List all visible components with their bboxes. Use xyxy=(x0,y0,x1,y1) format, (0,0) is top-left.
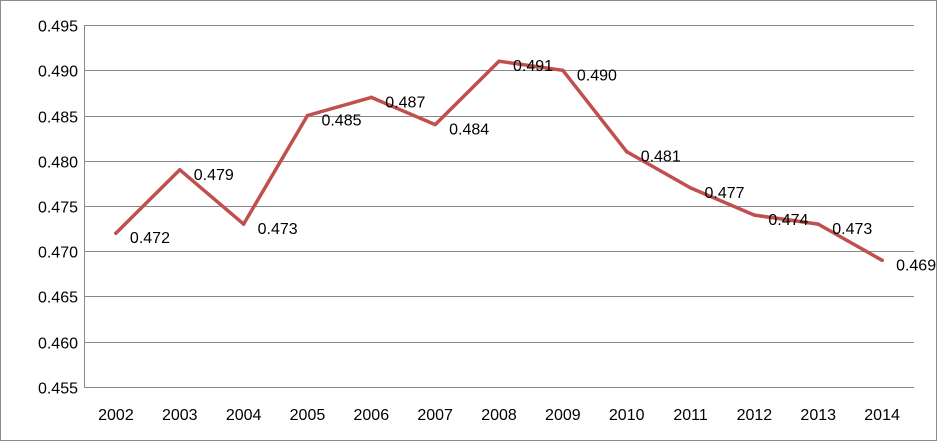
data-point xyxy=(433,122,437,127)
x-axis: 2002 2003 2004 2005 2006 2007 2008 2009 2010 2011… xyxy=(98,407,900,424)
y-tick-label: 0.460 xyxy=(38,336,78,353)
x-tick-label: 2014 xyxy=(864,407,900,424)
y-tick-label: 0.485 xyxy=(38,110,78,127)
data-point xyxy=(114,231,118,235)
data-point xyxy=(241,222,246,226)
x-tick-label: 2005 xyxy=(290,407,326,424)
y-tick-label: 0.470 xyxy=(38,245,78,262)
data-label: 0.485 xyxy=(321,113,361,130)
y-axis: 0.455 0.460 0.465 0.470 0.475 0.480 0.485 0.490… xyxy=(38,19,85,398)
data-point xyxy=(305,113,310,118)
data-point xyxy=(688,186,693,190)
data-label: 0.477 xyxy=(705,185,745,202)
data-label: 0.491 xyxy=(513,58,553,75)
y-tick-label: 0.455 xyxy=(38,381,78,398)
data-label: 0.469 xyxy=(896,257,936,274)
data-point xyxy=(497,59,501,63)
x-tick-label: 2006 xyxy=(354,407,390,424)
data-label: 0.479 xyxy=(194,167,234,184)
y-tick-label: 0.490 xyxy=(38,64,78,81)
data-point xyxy=(178,168,182,172)
y-tick-label: 0.475 xyxy=(38,200,78,217)
data-label: 0.490 xyxy=(577,67,617,84)
gridlines xyxy=(84,25,914,388)
data-label: 0.473 xyxy=(258,221,298,238)
data-label: 0.473 xyxy=(832,221,872,238)
y-tick-label: 0.480 xyxy=(38,155,78,172)
x-tick-label: 2003 xyxy=(162,407,198,424)
series-polyline xyxy=(114,59,884,263)
x-tick-label: 2010 xyxy=(609,407,645,424)
y-tick-label: 0.495 xyxy=(38,19,78,36)
data-point xyxy=(561,68,565,72)
data-point xyxy=(816,222,820,226)
x-tick-label: 2004 xyxy=(226,407,262,424)
x-tick-label: 2007 xyxy=(417,407,453,424)
data-label: 0.487 xyxy=(385,94,425,111)
x-tick-label: 2013 xyxy=(800,407,836,424)
data-labels: 0.472 0.479 0.473 0.485 0.487 0.484 0.491 0.490… xyxy=(130,58,936,274)
data-label: 0.481 xyxy=(641,149,681,166)
x-tick-label: 2009 xyxy=(545,407,581,424)
x-tick-label: 2002 xyxy=(98,407,134,424)
data-point xyxy=(752,213,757,217)
data-label: 0.472 xyxy=(130,230,170,247)
data-point xyxy=(880,258,884,263)
series-line xyxy=(114,59,884,263)
y-tick-label: 0.465 xyxy=(38,290,78,307)
x-tick-label: 2008 xyxy=(481,407,517,424)
data-label: 0.474 xyxy=(768,212,808,229)
data-point xyxy=(624,149,629,154)
x-tick-label: 2012 xyxy=(737,407,773,424)
data-point xyxy=(369,95,374,100)
data-label: 0.484 xyxy=(449,122,489,139)
x-tick-label: 2011 xyxy=(673,407,708,424)
